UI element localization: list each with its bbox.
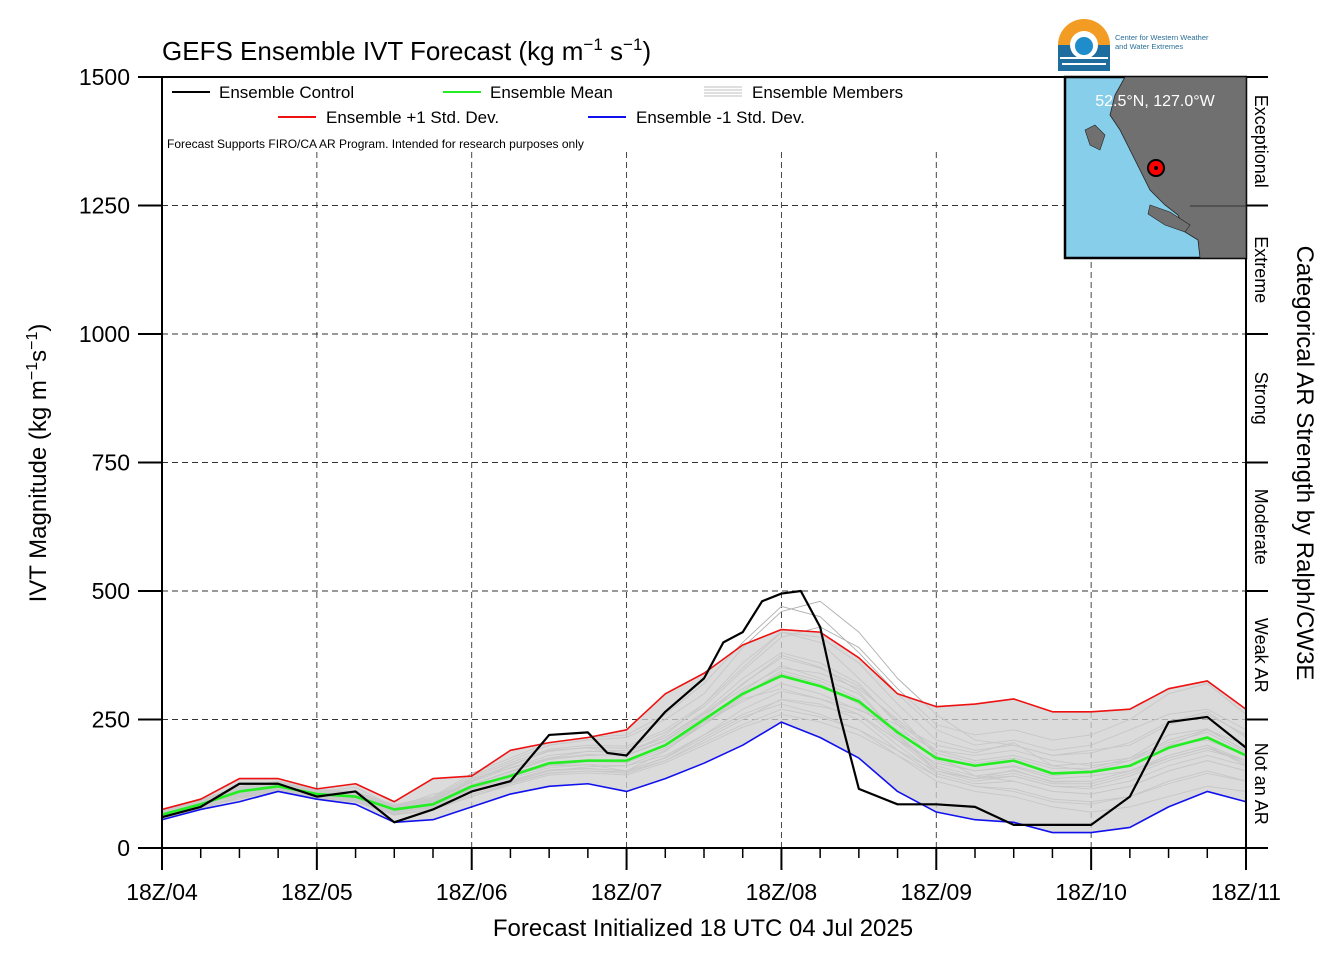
category-label-moderate: Moderate [1251,489,1271,565]
legend-background [164,79,934,152]
y-axis-title-exponent-2: −1 [24,331,41,349]
std-dev-band-fill [162,629,1246,833]
location-inset-map: 52.5°N, 127.0°W [1063,75,1248,260]
mean-line [161,674,1247,816]
y-tick-label-250: 250 [92,707,130,733]
series-lines [161,589,1247,834]
x-tick-label-6: 18Z/10 [1055,879,1127,905]
inset-island-haida-gwaii [1084,124,1106,151]
chart-title-mid: s [603,36,623,66]
y-axis-title-exponent-1: −1 [24,362,41,380]
category-label-weak-ar: Weak AR [1251,618,1271,693]
chart-title-main: GEFS Ensemble IVT Forecast (kg m [162,36,583,66]
legend-label-minus-std: Ensemble -1 Std. Dev. [636,108,805,127]
minus-std-line [161,721,1247,834]
x-tick-label-1: 18Z/05 [281,879,353,905]
inset-coordinate-label: 52.5°N, 127.0°W [1095,93,1215,110]
logo-text-line-1: Center for Western Weather [1115,33,1209,42]
y-tick-label-500: 500 [92,578,130,604]
chart-title-exponent-2: −1 [623,35,642,54]
logo-text-line-2: and Water Extremes [1115,42,1183,51]
x-tick-label-4: 18Z/08 [746,879,818,905]
category-label-not-an-ar: Not an AR [1251,743,1271,825]
location-marker-center [1154,166,1158,170]
legend-label-control: Ensemble Control [219,83,354,102]
x-tick-label-3: 18Z/07 [591,879,663,905]
legend-label-plus-std: Ensemble +1 Std. Dev. [326,108,499,127]
category-label-extreme: Extreme [1251,236,1271,303]
chart-title-end: ) [642,36,651,66]
category-label-exceptional: Exceptional [1251,95,1271,188]
plus-std-line [161,628,1247,811]
y-tick-label-1500: 1500 [79,64,130,90]
x-tick-label-0: 18Z/04 [126,879,198,905]
inset-land [1109,76,1247,259]
water-drop-icon [1075,37,1093,55]
x-tick-label-7: 18Z/11 [1211,879,1281,905]
axes: 0 250 500 750 1000 1250 1500 18Z/04 18Z/05 18Z/06… [79,64,1281,905]
y-tick-label-750: 750 [92,450,130,476]
chart-title-exponent-1: −1 [583,35,602,54]
y-tick-label-1250: 1250 [79,193,130,219]
y-axis-title-mid: s [25,350,52,362]
y-axis-title-main: IVT Magnitude (kg m [25,380,52,602]
legend: Ensemble Control Ensemble Mean Ensemble … [167,83,903,151]
x-tick-label-2: 18Z/06 [436,879,508,905]
legend-label-mean: Ensemble Mean [490,83,613,102]
x-axis-title: Forecast Initialized 18 UTC 04 Jul 2025 [493,915,913,942]
legend-label-members: Ensemble Members [752,83,903,102]
x-tick-label-5: 18Z/09 [900,879,972,905]
research-disclaimer: Forecast Supports FIRO/CA AR Program. In… [167,137,584,151]
y-axis-title-end: ) [25,324,52,332]
control-line [161,589,1247,826]
right-axis-title: Categorical AR Strength by Ralph/CW3E [1291,246,1318,681]
y-tick-label-1000: 1000 [79,321,130,347]
y-tick-label-0: 0 [117,835,130,861]
inset-island-vancouver [1147,204,1191,233]
chart-title: GEFS Ensemble IVT Forecast (kg m−1 s−1) [162,35,651,66]
cw3e-logo: Center for Western Weather and Water Ext… [1058,19,1209,71]
y-axis-title: IVT Magnitude (kg m−1s−1) [24,324,52,603]
std-dev-band [162,629,1246,833]
category-label-strong: Strong [1251,372,1271,425]
legend-swatch-members [704,86,742,97]
